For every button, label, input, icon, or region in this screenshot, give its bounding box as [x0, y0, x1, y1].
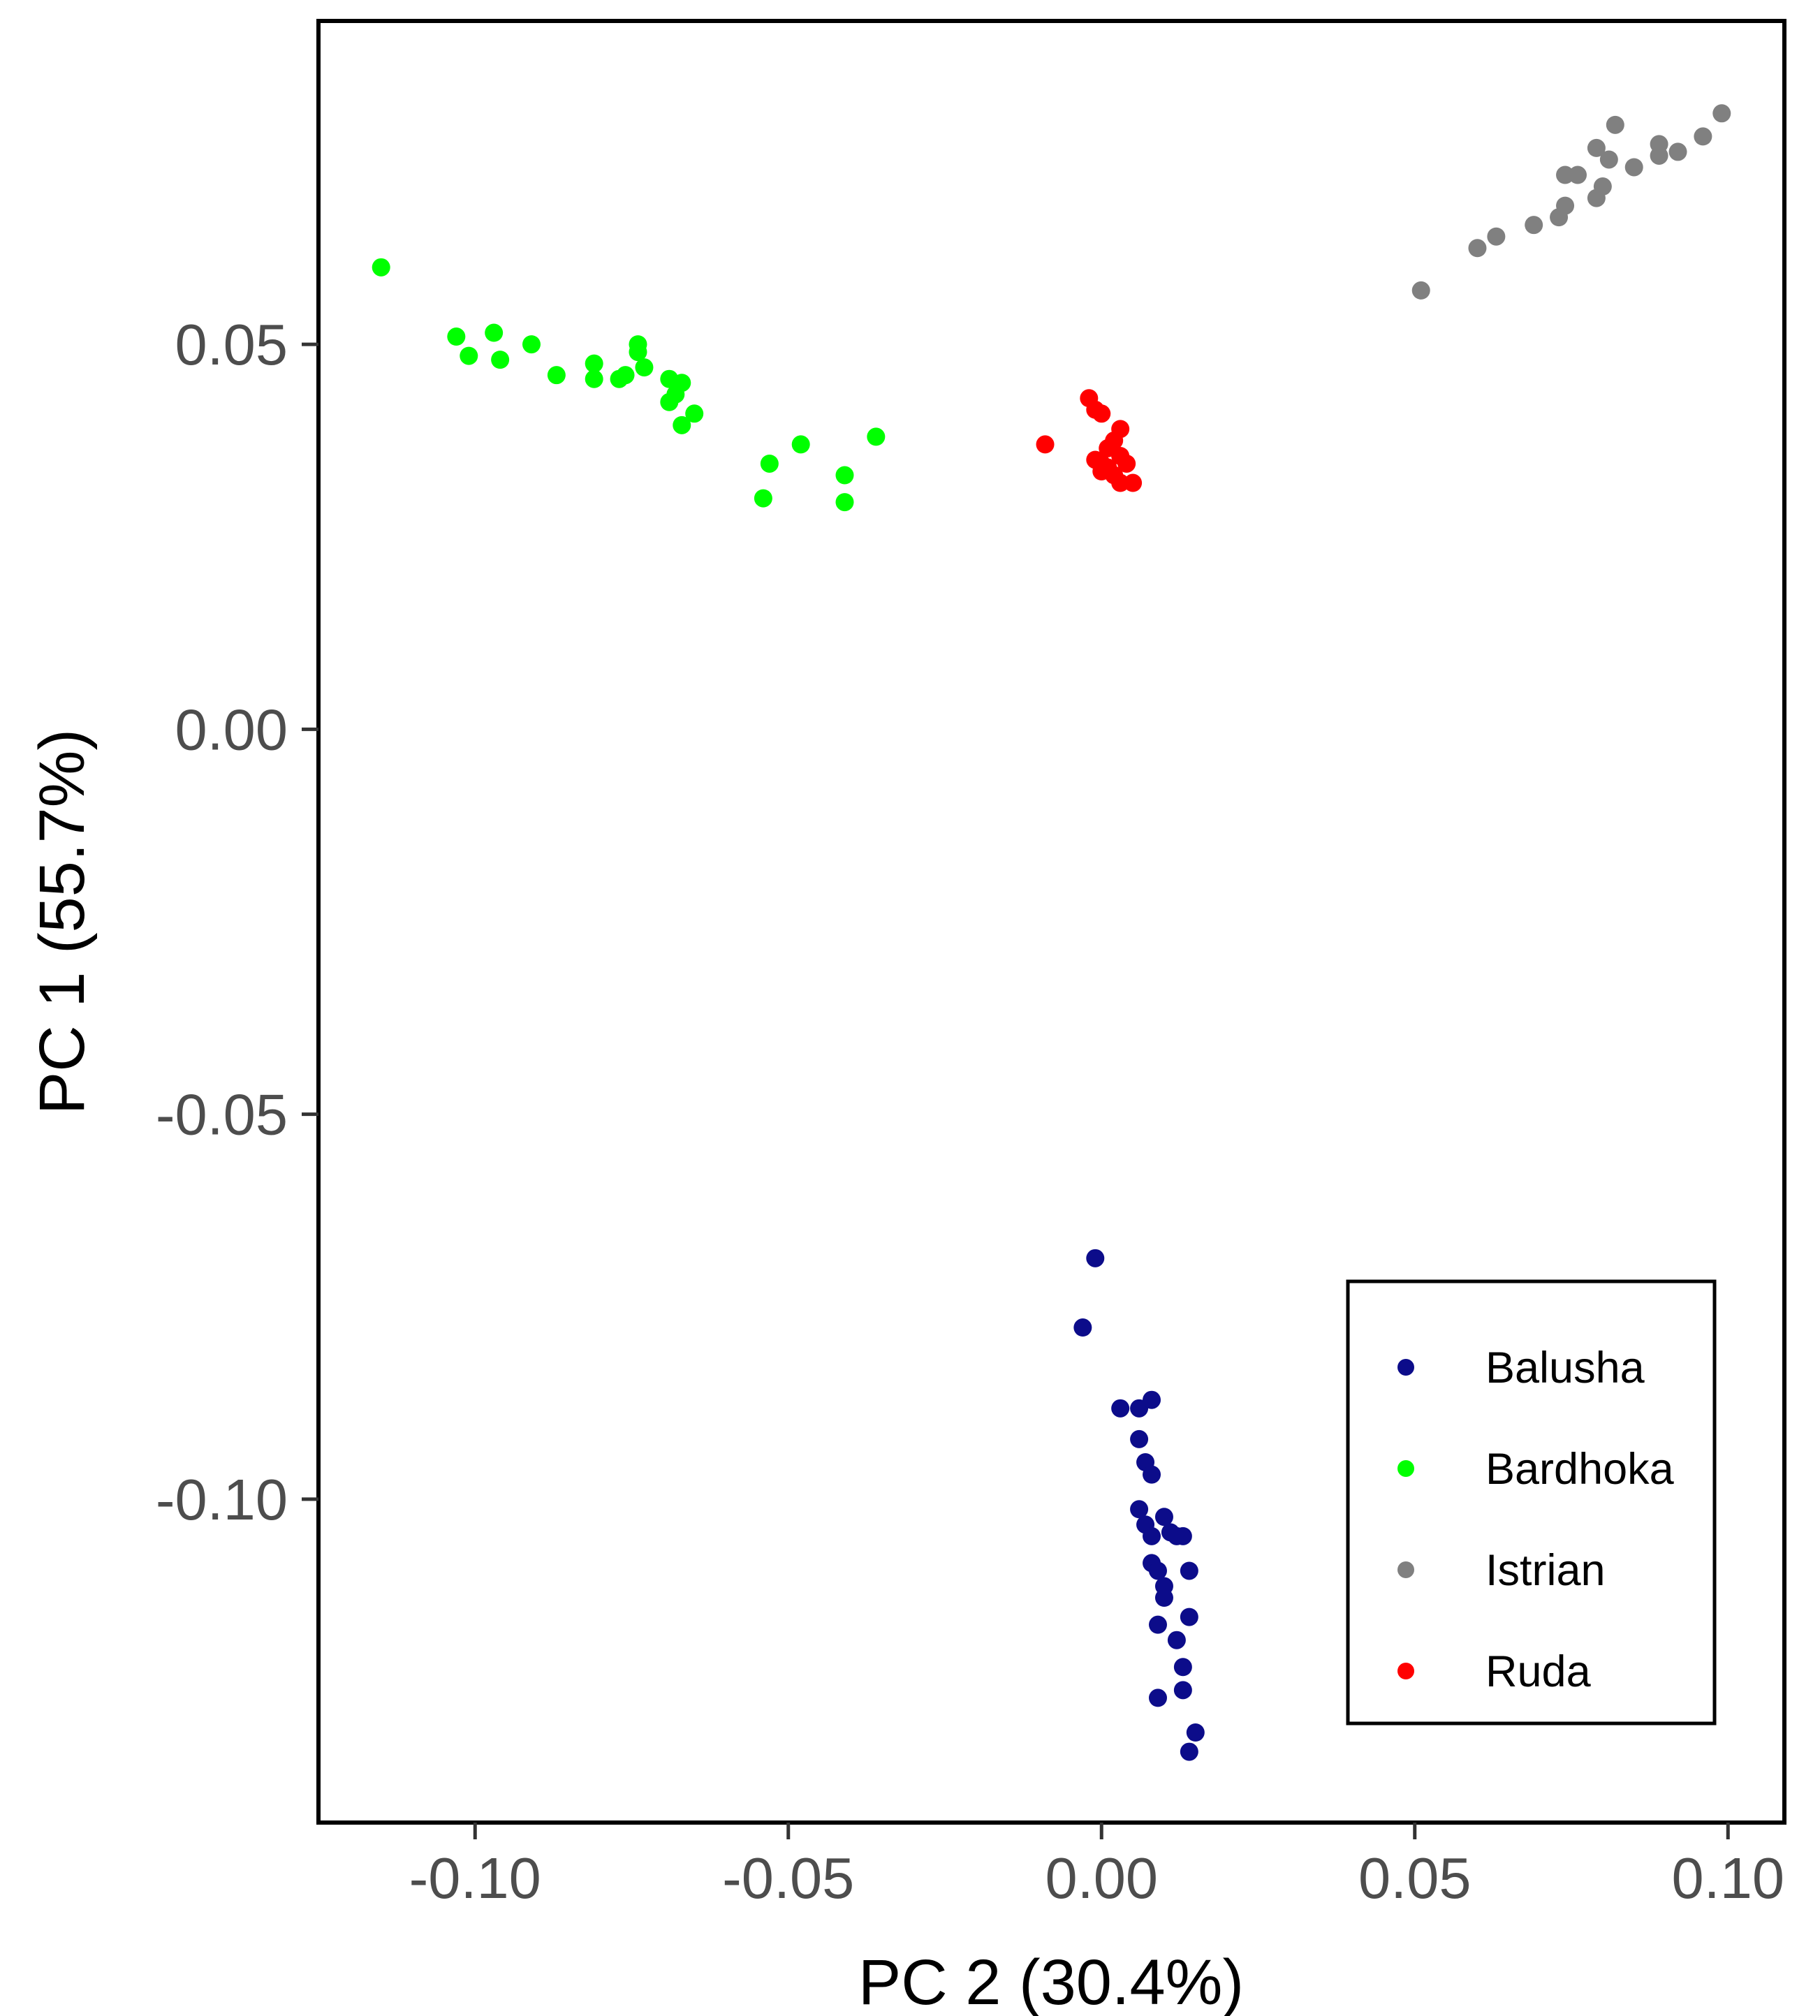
point-ruda: [1117, 454, 1136, 473]
point-bardhoka: [616, 366, 635, 385]
point-balusha: [1148, 1688, 1167, 1707]
point-bardhoka: [791, 435, 810, 454]
point-istrian: [1668, 142, 1687, 161]
point-ruda: [1092, 462, 1111, 480]
point-bardhoka: [629, 343, 647, 362]
legend-key-ruda: [1397, 1663, 1414, 1679]
point-istrian: [1593, 177, 1612, 196]
point-balusha: [1180, 1607, 1198, 1626]
x-axis-title: PC 2 (30.4%): [858, 1947, 1244, 2016]
point-ruda: [1111, 473, 1130, 492]
point-bardhoka: [666, 385, 685, 404]
legend: Balusha Bardhoka Istrian Ruda: [1346, 1279, 1717, 1726]
point-bardhoka: [372, 258, 390, 277]
point-balusha: [1148, 1561, 1167, 1580]
point-balusha: [1167, 1631, 1186, 1649]
legend-key-balusha: [1397, 1359, 1414, 1376]
point-istrian: [1525, 216, 1543, 235]
y-tick-label: -0.10: [156, 1467, 288, 1532]
point-istrian: [1568, 165, 1587, 184]
point-balusha: [1086, 1249, 1105, 1267]
y-tick-label: 0.05: [175, 312, 288, 377]
point-ruda: [1036, 435, 1055, 454]
point-ruda: [1124, 473, 1143, 492]
x-axis: -0.10 -0.05 0.00 0.05 0.10: [409, 1823, 1784, 1911]
point-istrian: [1712, 104, 1731, 123]
legend-box: [1346, 1279, 1717, 1726]
point-bardhoka: [547, 366, 566, 385]
point-bardhoka: [760, 454, 779, 473]
legend-label-bardhoka: Bardhoka: [1485, 1445, 1675, 1494]
point-balusha: [1111, 1399, 1130, 1418]
point-balusha: [1143, 1526, 1161, 1545]
point-balusha: [1130, 1500, 1149, 1519]
point-bardhoka: [522, 335, 541, 354]
point-bardhoka: [754, 489, 772, 508]
point-bardhoka: [635, 358, 654, 377]
point-bardhoka: [460, 346, 478, 365]
point-balusha: [1143, 1465, 1161, 1484]
point-istrian: [1468, 239, 1487, 258]
point-istrian: [1556, 196, 1575, 215]
legend-label-ruda: Ruda: [1485, 1647, 1592, 1696]
point-istrian: [1587, 138, 1606, 157]
legend-key-istrian: [1397, 1561, 1414, 1578]
point-ruda: [1092, 404, 1111, 423]
point-balusha: [1173, 1658, 1192, 1677]
point-balusha: [1186, 1723, 1205, 1742]
point-bardhoka: [867, 427, 886, 446]
point-balusha: [1148, 1615, 1167, 1634]
point-istrian: [1487, 227, 1506, 246]
point-bardhoka: [673, 415, 691, 434]
x-tick-label: 0.05: [1358, 1846, 1472, 1911]
point-balusha: [1130, 1429, 1149, 1448]
point-bardhoka: [447, 328, 466, 346]
point-balusha: [1073, 1318, 1092, 1337]
point-balusha: [1173, 1681, 1192, 1700]
point-balusha: [1173, 1526, 1192, 1545]
scatter-points: [372, 104, 1731, 1761]
y-axis-title: PC 1 (55.7%): [27, 729, 98, 1114]
y-tick-label: 0.00: [175, 697, 288, 762]
point-balusha: [1180, 1561, 1198, 1580]
y-tick-label: -0.05: [156, 1082, 288, 1147]
x-tick-label: 0.10: [1671, 1846, 1784, 1911]
point-istrian: [1556, 165, 1575, 184]
point-istrian: [1650, 146, 1668, 165]
point-istrian: [1694, 127, 1712, 146]
point-bardhoka: [835, 466, 854, 485]
point-bardhoka: [835, 493, 854, 512]
point-balusha: [1143, 1390, 1161, 1409]
legend-label-balusha: Balusha: [1485, 1344, 1645, 1392]
legend-label-istrian: Istrian: [1485, 1546, 1606, 1595]
point-bardhoka: [585, 354, 603, 373]
x-tick-label: 0.00: [1045, 1846, 1158, 1911]
y-axis: 0.05 0.00 -0.05 -0.10: [156, 312, 318, 1532]
point-istrian: [1411, 281, 1430, 300]
point-istrian: [1624, 158, 1643, 177]
legend-key-bardhoka: [1397, 1460, 1414, 1477]
point-balusha: [1180, 1742, 1198, 1761]
point-bardhoka: [585, 369, 603, 388]
point-balusha: [1154, 1508, 1173, 1526]
point-bardhoka: [685, 404, 704, 423]
point-ruda: [1105, 431, 1124, 450]
x-tick-label: -0.05: [722, 1846, 854, 1911]
point-istrian: [1606, 115, 1624, 134]
point-balusha: [1154, 1589, 1173, 1607]
point-bardhoka: [485, 323, 504, 342]
plot-panel-border: [316, 19, 1786, 1825]
point-bardhoka: [491, 351, 510, 369]
x-tick-label: -0.10: [409, 1846, 541, 1911]
point-istrian: [1599, 150, 1618, 169]
